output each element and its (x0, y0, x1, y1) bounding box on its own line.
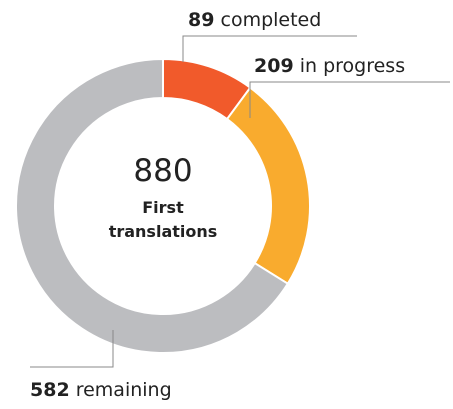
category-label: completed (221, 9, 322, 31)
label-remaining: 582 remaining (30, 379, 172, 401)
center-label: First translations (108, 198, 218, 241)
value-label: 582 (30, 379, 70, 401)
category-label: in progress (300, 55, 405, 77)
leader-line (30, 330, 114, 368)
leader-line (249, 81, 450, 118)
label-in-progress: 209 in progress (254, 55, 405, 77)
donut-segment (225, 86, 311, 286)
label-completed: 89 completed (188, 9, 321, 31)
value-label: 209 (254, 55, 294, 77)
donut (15, 57, 311, 354)
category-label: remaining (76, 379, 172, 401)
total: 880 (133, 153, 192, 189)
leader-line (182, 35, 357, 62)
value-label: 89 (188, 9, 214, 31)
donut-segment (15, 57, 290, 354)
